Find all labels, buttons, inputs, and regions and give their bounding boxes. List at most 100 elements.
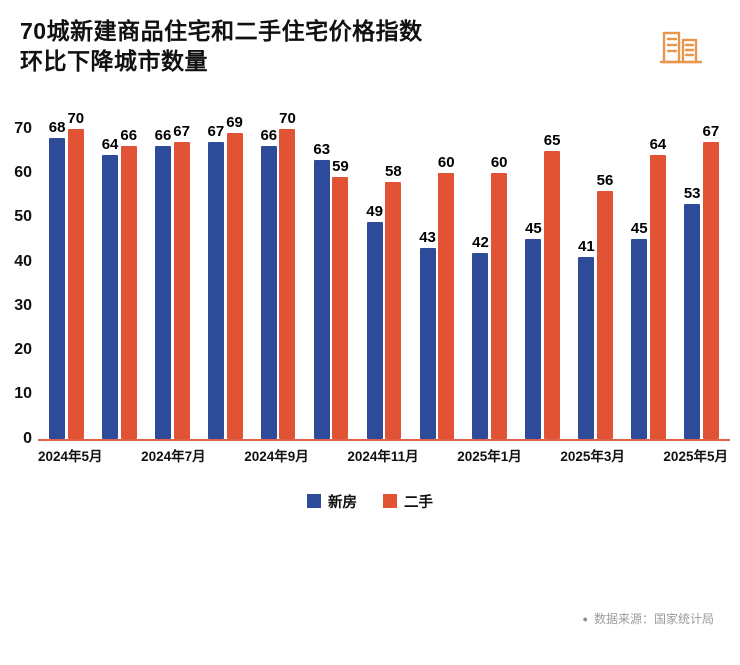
- y-axis-tick: 70: [14, 119, 32, 137]
- legend-swatch: [383, 494, 397, 509]
- bar-group: 43 60: [410, 107, 463, 439]
- bar-value-label: 68: [48, 118, 66, 136]
- buildings-icon: [658, 22, 704, 73]
- bar-value-label: 70: [67, 109, 85, 127]
- bar-column: 63: [313, 107, 330, 439]
- bar-value-label: 60: [490, 154, 508, 172]
- bar-second-hand: [120, 146, 137, 439]
- bar-new-home: [313, 159, 330, 439]
- x-axis-label: [103, 445, 142, 465]
- bar-group: 67 69: [199, 107, 252, 439]
- bar-second-hand: [226, 133, 243, 439]
- bar-value-label: 70: [279, 109, 296, 127]
- bar-column: 45: [525, 107, 542, 439]
- bar-value-label: 69: [226, 114, 243, 132]
- legend-item: 新房: [307, 491, 357, 512]
- bar-second-hand: [438, 173, 455, 439]
- bar-value-label: 66: [120, 127, 138, 145]
- legend-label: 二手: [404, 494, 433, 511]
- bar-new-home: [102, 155, 119, 439]
- x-axis-label: 2024年5月: [38, 448, 103, 464]
- bar-value-label: 66: [260, 127, 278, 145]
- bar-new-home: [684, 204, 701, 439]
- bar-column: 68: [48, 107, 66, 439]
- bar-group: 49 58: [358, 107, 411, 439]
- bar-group: 45 65: [516, 107, 569, 439]
- bar-column: 67: [173, 107, 190, 439]
- source-text: 数据来源：国家统计局: [593, 612, 714, 626]
- x-axis-label: 2024年9月: [244, 448, 309, 464]
- bar-column: 53: [684, 107, 701, 439]
- page-title-line1: 70城新建商品住宅和二手住宅价格指数: [20, 18, 423, 44]
- plot-area: 68 70 64 66 66 67 67 69 66 70 63 59 49 58 43 60 42 60 45 65…: [38, 107, 730, 441]
- bar-value-label: 41: [577, 238, 595, 256]
- chart-legend: 新房 二手: [0, 491, 740, 512]
- legend-swatch: [307, 494, 321, 509]
- bar-column: 49: [366, 107, 383, 439]
- bar-second-hand: [544, 150, 561, 439]
- source-bullet-icon: ●: [582, 613, 588, 624]
- bar-value-label: 65: [543, 131, 561, 149]
- x-axis-label: [309, 445, 348, 465]
- bar-column: 41: [578, 107, 595, 439]
- bar-column: 66: [154, 107, 172, 439]
- bar-column: 42: [472, 107, 489, 439]
- x-axis-label: 2025年1月: [457, 448, 522, 464]
- bar-group: 66 67: [146, 107, 199, 439]
- bar-second-hand: [279, 128, 296, 439]
- bar-group: 53 67: [675, 107, 728, 439]
- bar-value-label: 60: [437, 154, 455, 172]
- bar-value-label: 59: [332, 158, 349, 176]
- x-axis-label: [625, 445, 664, 465]
- bar-value-label: 67: [702, 123, 720, 141]
- legend-item: 二手: [383, 491, 433, 512]
- bar-second-hand: [702, 142, 719, 439]
- bar-new-home: [366, 221, 383, 439]
- bar-column: 58: [385, 107, 402, 439]
- bar-value-label: 63: [313, 140, 331, 158]
- bar-column: 64: [649, 107, 667, 439]
- bar-second-hand: [173, 142, 190, 439]
- bar-column: 60: [438, 107, 455, 439]
- bar-group: 42 60: [463, 107, 516, 439]
- bar-second-hand: [649, 155, 666, 439]
- bar-column: 67: [702, 107, 720, 439]
- bar-new-home: [49, 137, 66, 439]
- bar-second-hand: [491, 173, 508, 439]
- y-axis-tick: 20: [14, 341, 32, 359]
- bar-second-hand: [597, 190, 614, 439]
- bar-column: 70: [67, 107, 84, 439]
- y-axis-tick: 50: [14, 208, 32, 226]
- bar-group: 63 59: [305, 107, 358, 439]
- bar-column: 64: [102, 107, 119, 439]
- y-axis-tick: 0: [23, 429, 32, 447]
- bar-second-hand: [332, 177, 349, 439]
- bar-new-home: [631, 239, 648, 439]
- x-axis-label: 2024年7月: [141, 448, 206, 464]
- y-axis-tick: 30: [14, 296, 32, 314]
- bar-group: 68 70: [40, 107, 93, 439]
- page-title-line2: 环比下降城市数量: [20, 48, 208, 75]
- bar-column: 56: [597, 107, 614, 439]
- bar-column: 60: [491, 107, 508, 439]
- y-axis: 0 10 20 30 40 50 60 70: [6, 107, 38, 447]
- page-title: 70城新建商品住宅和二手住宅价格指数 环比下降城市数量: [20, 16, 423, 77]
- bar-group: 66 70: [252, 107, 305, 439]
- bar-column: 69: [226, 107, 243, 439]
- x-axis: 2024年5月 2024年7月 2024年9月 2024年11月 2025年1月 2025…: [38, 445, 728, 465]
- bar-new-home: [472, 252, 489, 439]
- data-source: ● 数据来源：国家统计局: [583, 610, 714, 627]
- bar-column: 67: [207, 107, 224, 439]
- bar-chart: 0 10 20 30 40 50 60 70 68 70 64 66 66 67 67 69 66 70 63 59…: [6, 107, 730, 447]
- bar-value-label: 64: [649, 136, 667, 154]
- bar-value-label: 66: [154, 127, 172, 145]
- bar-second-hand: [385, 181, 402, 439]
- bar-new-home: [207, 142, 224, 439]
- bar-column: 70: [279, 107, 296, 439]
- header: 70城新建商品住宅和二手住宅价格指数 环比下降城市数量: [0, 0, 740, 77]
- bar-group: 64 66: [93, 107, 146, 439]
- x-axis-label: [419, 445, 458, 465]
- bar-value-label: 45: [630, 220, 648, 238]
- bar-column: 43: [419, 107, 436, 439]
